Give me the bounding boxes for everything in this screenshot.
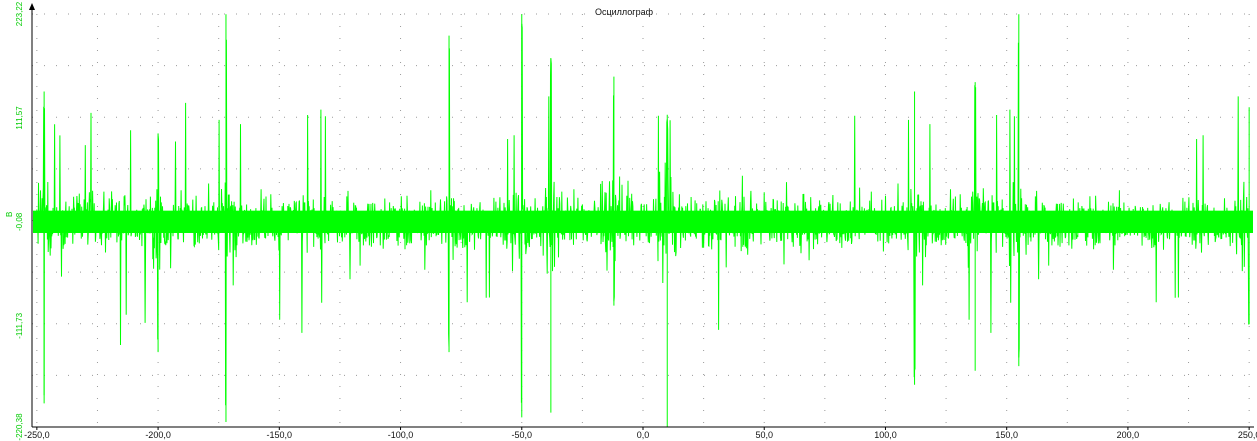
x-tick-label: -150,0 bbox=[267, 430, 293, 440]
tick-labels: -250,0 -200,0 -150,0 -100,0 -50,0 0,0 50,0 100,… bbox=[5, 1, 1257, 440]
signal-core-band bbox=[33, 210, 1253, 233]
y-tick-label: -0,08 bbox=[15, 212, 24, 231]
x-tick-label: 100,0 bbox=[874, 430, 897, 440]
y-axis-arrow bbox=[29, 3, 35, 10]
x-tick-label: 0,0 bbox=[637, 430, 650, 440]
y-tick-label: 111,57 bbox=[15, 106, 24, 130]
x-tick-label: -200,0 bbox=[145, 430, 171, 440]
y-tick-label: -111,73 bbox=[15, 312, 24, 338]
y-axis-marker-label: В bbox=[5, 212, 14, 217]
x-tick-label: 150,0 bbox=[995, 430, 1018, 440]
x-tick-label: 250,0 bbox=[1238, 430, 1257, 440]
x-tick-label: 200,0 bbox=[1117, 430, 1140, 440]
x-tick-label: -250,0 bbox=[24, 430, 50, 440]
y-tick-label: 223,22 bbox=[15, 1, 24, 26]
y-tick-label: -220,38 bbox=[15, 413, 24, 441]
chart-title: Осциллограф bbox=[595, 7, 654, 17]
axes bbox=[29, 3, 1254, 430]
x-tick-label: -100,0 bbox=[388, 430, 414, 440]
signal-trace bbox=[33, 14, 1253, 427]
x-tick-label: -50,0 bbox=[512, 430, 533, 440]
x-tick-label: 50,0 bbox=[755, 430, 773, 440]
